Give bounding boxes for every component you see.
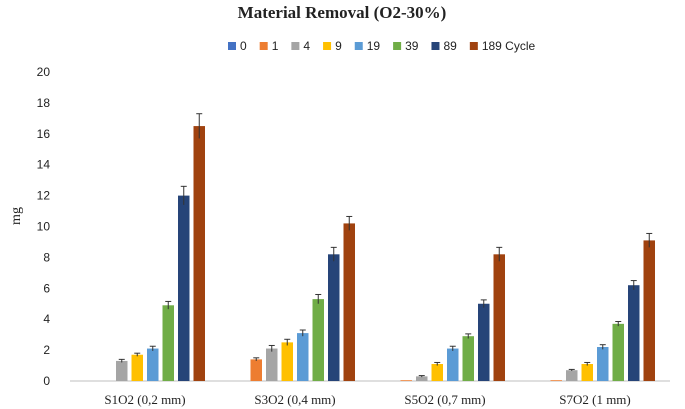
legend-label: 0 xyxy=(240,39,247,53)
legend-swatch xyxy=(431,42,440,50)
y-tick-label: 6 xyxy=(43,281,50,295)
bar xyxy=(250,359,262,381)
legend-label: 189 Cycle xyxy=(482,39,536,53)
bar xyxy=(462,336,474,381)
y-tick-label: 0 xyxy=(43,374,50,388)
bar xyxy=(478,303,490,381)
legend: 0 1 4 9 19 39 89 189 Cycle xyxy=(228,39,536,53)
y-axis-ticks: 0 2 4 6 8 10 12 14 16 18 20 xyxy=(37,65,51,388)
bars xyxy=(116,126,655,381)
bar xyxy=(581,364,593,381)
bar xyxy=(447,348,459,381)
category-labels: S1O2 (0,2 mm) S3O2 (0,4 mm) S5O2 (0,7 mm) S… xyxy=(104,392,630,407)
bar xyxy=(566,370,578,381)
bar xyxy=(116,360,128,381)
legend-label: 89 xyxy=(443,39,457,53)
bar xyxy=(400,380,412,381)
legend-swatch xyxy=(259,42,268,50)
legend-label: 9 xyxy=(335,39,342,53)
bar xyxy=(431,364,443,381)
bar xyxy=(281,342,293,381)
bar xyxy=(193,126,205,381)
x-tick-label: S3O2 (0,4 mm) xyxy=(254,392,335,407)
bar xyxy=(131,354,143,381)
bar xyxy=(297,333,309,381)
bar xyxy=(612,323,624,381)
legend-label: 1 xyxy=(272,39,279,53)
bar xyxy=(162,305,174,381)
bar xyxy=(628,285,640,381)
y-tick-label: 18 xyxy=(37,96,51,110)
legend-label: 39 xyxy=(405,39,419,53)
legend-swatch xyxy=(469,42,478,50)
legend-label: 4 xyxy=(303,39,310,53)
legend-swatch xyxy=(323,42,332,50)
bar xyxy=(597,347,609,381)
bar xyxy=(643,240,655,381)
x-tick-label: S7O2 (1 mm) xyxy=(559,392,631,407)
y-tick-label: 14 xyxy=(37,158,51,172)
y-tick-label: 20 xyxy=(37,65,51,79)
y-tick-label: 2 xyxy=(43,343,50,357)
y-tick-label: 12 xyxy=(37,189,51,203)
bar xyxy=(343,223,355,381)
y-axis-label: mg xyxy=(9,207,24,225)
legend-swatch xyxy=(354,42,363,50)
bar xyxy=(147,348,159,381)
bar xyxy=(493,254,505,381)
y-tick-label: 8 xyxy=(43,250,50,264)
bar xyxy=(312,299,324,381)
legend-swatch xyxy=(291,42,300,50)
y-tick-label: 10 xyxy=(37,220,51,234)
bar xyxy=(328,254,340,381)
legend-label: 19 xyxy=(367,39,381,53)
x-tick-label: S5O2 (0,7 mm) xyxy=(404,392,485,407)
x-tick-label: S1O2 (0,2 mm) xyxy=(104,392,185,407)
bar xyxy=(266,348,278,381)
legend-swatch xyxy=(393,42,402,50)
chart-title: Material Removal (O2-30%) xyxy=(238,3,447,22)
bar xyxy=(550,380,562,381)
y-tick-label: 4 xyxy=(43,312,50,326)
legend-swatch xyxy=(228,42,236,50)
bar xyxy=(178,195,190,381)
y-tick-label: 16 xyxy=(37,127,51,141)
error-bars xyxy=(118,113,653,378)
bar xyxy=(416,376,428,381)
